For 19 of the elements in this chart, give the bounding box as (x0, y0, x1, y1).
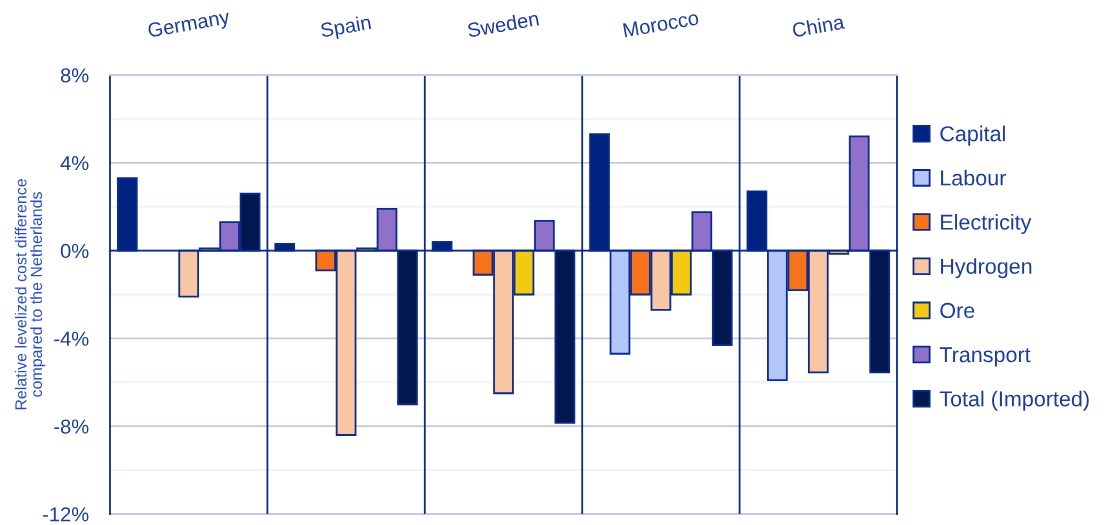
legend-label: Capital (940, 125, 1005, 146)
y-tick-label: 0% (60, 243, 89, 259)
x-tick-label: China (791, 14, 846, 38)
legend-label: Transport (939, 347, 1031, 367)
y-tick-label: -8% (54, 419, 89, 434)
legend-label: Electricity (941, 213, 1032, 235)
x-tick-label: Sweden (466, 10, 539, 38)
y-tick-label: 8% (60, 68, 89, 83)
x-tick-label: Germany (147, 9, 232, 42)
x-tick-label: Spain (320, 14, 372, 42)
y-tick-label: -4% (54, 331, 89, 346)
y-tick-label: -12% (43, 507, 89, 522)
legend-label: Ore (940, 302, 975, 319)
legend-label: Hydrogen (941, 258, 1032, 279)
y-axis-title: Relative levelized cost difference compared to the Netherlands (14, 179, 46, 410)
x-tick-label: Morocco (623, 10, 700, 38)
legend-label: Labour (941, 169, 1006, 186)
legend-label: Total (Imported) (939, 390, 1089, 411)
y-tick-label: 4% (60, 156, 89, 171)
